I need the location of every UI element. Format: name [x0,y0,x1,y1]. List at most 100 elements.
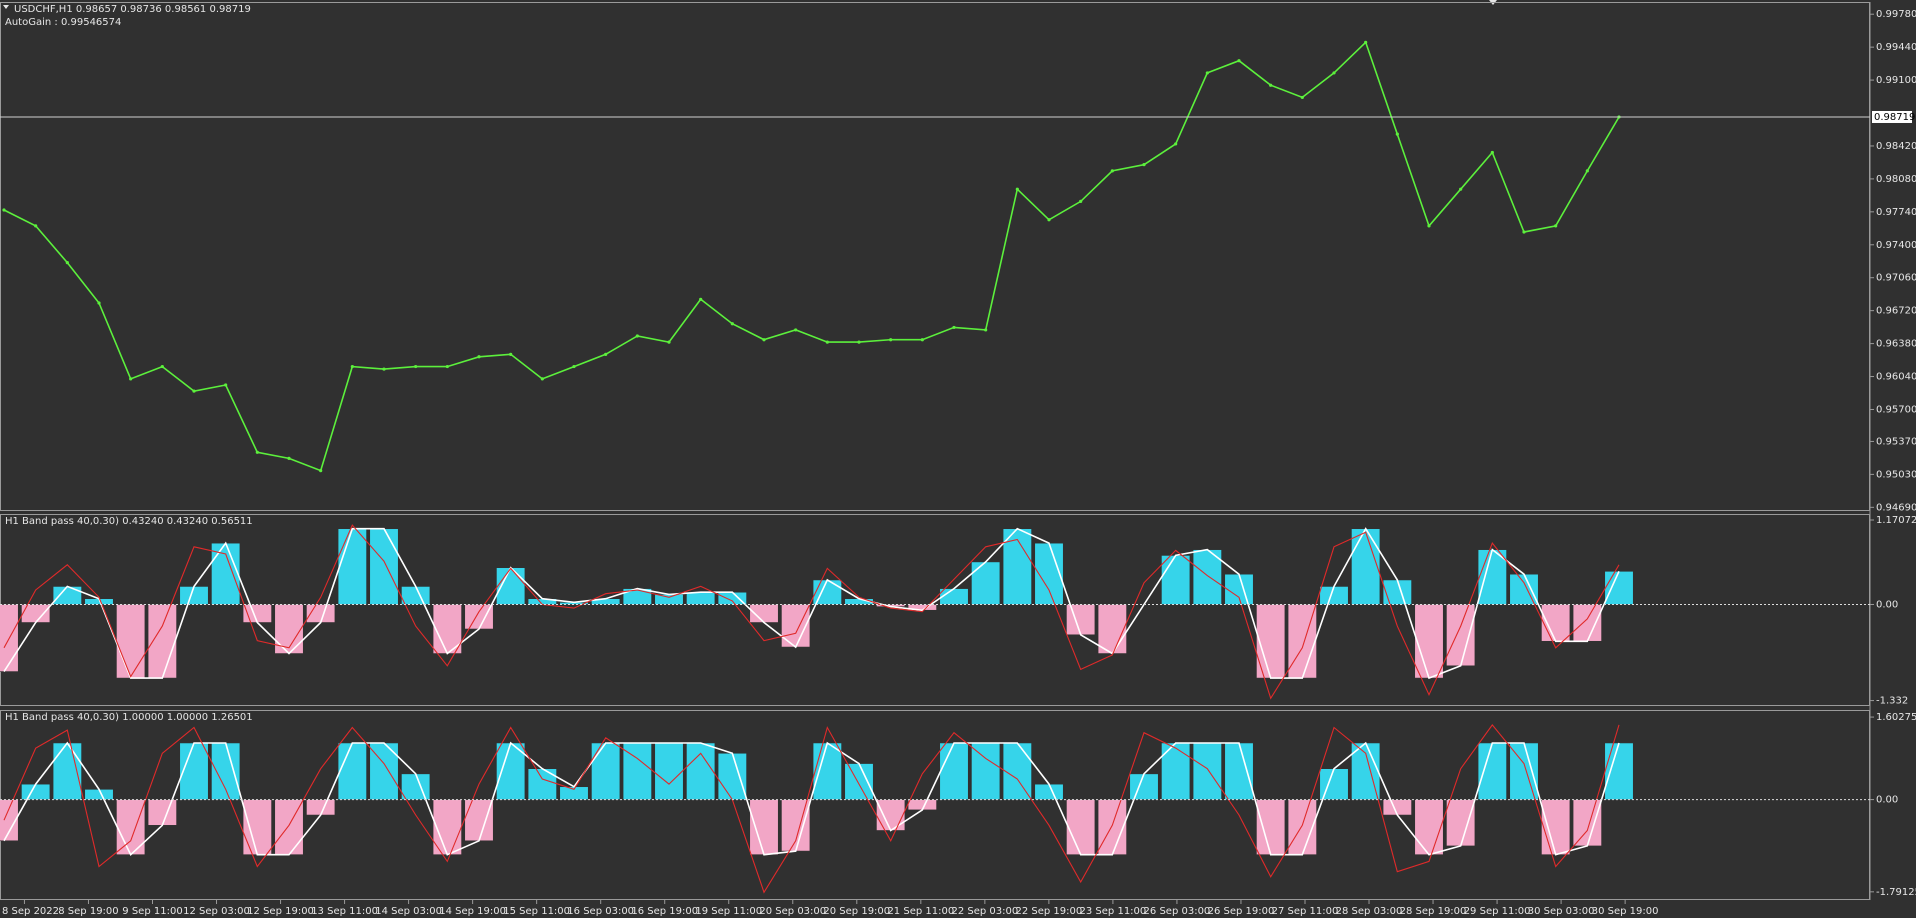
histogram-bar [1541,799,1571,855]
y-tick-label: -1.332 [1876,696,1908,707]
collapse-icon [3,5,9,9]
x-tick-label: 20 Sep 19:00 [823,906,890,917]
price-point [1459,187,1463,191]
y-tick-label: 0.00 [1876,599,1898,610]
y-tick-label: 0.97060 [1876,273,1916,284]
panel-subtitle: AutoGain : 0.99546574 [5,17,121,28]
histogram-bar [717,752,747,800]
histogram-bar [1414,799,1444,855]
price-point [857,340,861,344]
price-point [1110,169,1114,173]
histogram-bar [939,588,969,605]
x-tick-label: 20 Sep 03:00 [759,906,826,917]
price-point [699,297,703,301]
price-point [1047,218,1051,222]
current-price-box [1872,110,1912,123]
price-point [1427,224,1431,228]
y-tick-label: 0.96380 [1876,339,1916,350]
x-tick-label: 21 Sep 11:00 [887,906,954,917]
price-point [509,352,513,356]
price-point [1364,40,1368,44]
histogram-bar [306,799,336,816]
price-point [1269,83,1273,87]
price-point [65,261,69,265]
x-tick-label: 8 Sep 2022 [2,906,59,917]
price-point [1015,187,1019,191]
price-point [2,208,6,212]
x-tick-label: 29 Sep 11:00 [1464,906,1531,917]
y-tick-label: 0.99780 [1876,9,1916,20]
price-point [762,338,766,342]
histogram-bar [939,742,969,800]
x-tick-label: 27 Sep 11:00 [1272,906,1339,917]
price-point [1237,59,1241,63]
histogram-bar [211,742,241,800]
price-point [920,338,924,342]
histogram-bar [179,742,209,800]
price-point [160,364,164,369]
price-point [350,364,354,369]
price-point [129,377,133,381]
histogram-bar [1224,573,1254,605]
x-tick-label: 23 Sep 11:00 [1080,906,1147,917]
price-point [889,338,893,342]
histogram-bar [464,604,494,630]
histogram-bar [179,586,209,605]
histogram-bar [337,528,367,605]
y-tick-label: 0.99440 [1876,42,1916,53]
histogram-bar [1351,528,1381,605]
histogram-bar [1414,604,1444,679]
histogram-bar [1002,742,1032,800]
histogram-bar [337,742,367,800]
x-tick-label: 14 Sep 03:00 [375,906,442,917]
histogram-bar [1066,799,1096,855]
histogram-bar [686,742,716,800]
x-tick-label: 28 Sep 19:00 [1400,906,1467,917]
histogram-bar [401,586,431,605]
price-point [540,377,544,381]
histogram-bar [401,773,431,800]
x-tick-label: 22 Sep 19:00 [1016,906,1083,917]
x-tick-label: 12 Sep 19:00 [247,906,314,917]
histogram-bar [52,586,82,605]
price-point [1142,163,1146,167]
y-tick-label: 0.97740 [1876,207,1916,218]
histogram-bar [211,542,241,605]
histogram-bar [876,799,906,831]
histogram-bar [1097,604,1127,654]
x-tick-label: 22 Sep 03:00 [951,906,1018,917]
x-tick-label: 9 Sep 11:00 [122,906,182,917]
x-tick-label: 16 Sep 19:00 [631,906,698,917]
price-point [1554,224,1558,228]
price-point [1585,169,1589,173]
y-tick-label: 0.95370 [1876,436,1916,447]
x-tick-label: 13 Sep 11:00 [311,906,378,917]
y-tick-label: 1.60275 [1876,712,1916,723]
price-point [825,340,829,344]
histogram-bar [1572,604,1602,642]
histogram-bar [749,799,779,855]
price-point [1205,71,1209,75]
price-point [635,334,639,338]
histogram-outline [3,527,1620,680]
price-point [477,355,481,359]
histogram-bar [812,742,842,800]
price-point [319,469,323,473]
histogram-bar [527,768,557,800]
price-point [255,450,259,454]
histogram-bar [1446,604,1476,667]
histogram-bar [1224,742,1254,800]
histogram-outline [3,741,1620,857]
histogram-bar [1604,742,1634,800]
y-tick-label: 0.00 [1876,795,1898,806]
histogram-bar [242,799,272,855]
histogram-bar [1509,573,1539,605]
histogram-bar [274,604,304,654]
histogram-bar [1034,542,1064,605]
price-point [34,224,38,228]
x-tick-label: 16 Sep 03:00 [567,906,634,917]
histogram-bar [1066,604,1096,636]
y-tick-label: 0.96040 [1876,372,1916,383]
y-tick-label: -1.79125 [1876,887,1916,898]
price-point [287,456,291,460]
